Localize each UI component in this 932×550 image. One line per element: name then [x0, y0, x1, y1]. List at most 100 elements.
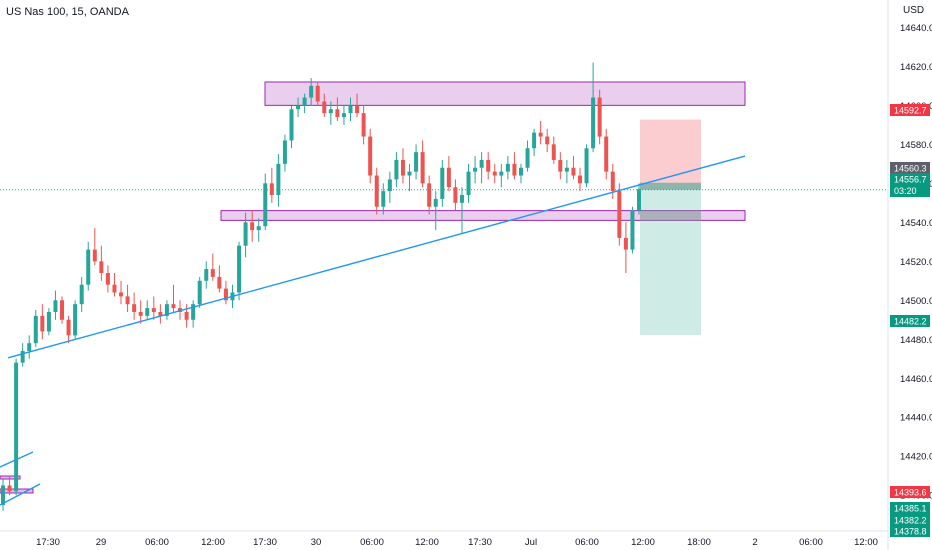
candle-body — [322, 101, 327, 114]
price-axis[interactable]: 14400.014420.014440.014460.014480.014500… — [887, 0, 932, 550]
candle-body — [387, 179, 392, 192]
candle-body — [361, 113, 366, 137]
candle-body — [243, 222, 248, 246]
price-label-box — [890, 104, 930, 116]
price-label-text: 14393.6 — [894, 488, 927, 498]
candle-body — [33, 315, 38, 344]
x-tick-label: 2 — [752, 537, 757, 548]
x-tick-label: 12:00 — [201, 537, 225, 548]
candle-body — [99, 261, 104, 273]
candle-body — [86, 249, 91, 285]
candle-body — [341, 113, 346, 118]
interval: 15 — [71, 6, 84, 18]
candle-body — [132, 304, 137, 312]
candle-body — [184, 311, 189, 320]
candle-body — [532, 132, 537, 149]
candle-body — [499, 171, 504, 176]
candle-body — [486, 159, 491, 172]
candle-body — [112, 284, 117, 293]
y-tick-label: 14620.0 — [900, 62, 932, 73]
price-label-box — [890, 486, 930, 498]
price-label-box — [890, 173, 930, 197]
candle-body — [250, 222, 255, 231]
candle-body — [394, 159, 399, 180]
candle-body — [60, 300, 65, 320]
price-label-text: 14482.2 — [894, 317, 927, 327]
candle-body — [453, 187, 458, 203]
candle-body — [138, 311, 143, 316]
countdown-text: 03:20 — [894, 186, 917, 196]
x-tick-label: 06:00 — [799, 537, 823, 548]
entry-band — [640, 182, 701, 190]
x-tick-label: 17:30 — [468, 537, 492, 548]
x-tick-label: 29 — [96, 537, 107, 548]
currency-label: USD — [903, 5, 925, 16]
x-tick-label: 12:00 — [631, 537, 655, 548]
trendline-short — [0, 451, 34, 468]
candle-body — [591, 97, 596, 149]
candle-body — [14, 362, 19, 492]
zones[interactable] — [0, 81, 746, 494]
candle-body — [125, 296, 130, 305]
candle-body — [20, 350, 25, 363]
y-tick-label: 14440.0 — [900, 413, 932, 424]
candle-body — [66, 319, 71, 336]
y-tick-label: 14540.0 — [900, 218, 932, 229]
candle-body — [512, 163, 517, 176]
price-label-box — [890, 525, 930, 537]
price-label-text: 14592.7 — [894, 106, 927, 116]
candle-body — [492, 171, 497, 176]
trendlines[interactable] — [0, 155, 746, 506]
candle-body — [210, 269, 215, 277]
candle-body — [282, 140, 287, 164]
price-label-box — [890, 514, 930, 526]
x-tick-label: 17:30 — [253, 537, 277, 548]
x-tick-label: 06:00 — [360, 537, 384, 548]
y-tick-label: 14640.0 — [900, 23, 932, 34]
candle-body — [309, 85, 314, 98]
y-tick-label: 14520.0 — [900, 257, 932, 268]
price-label-text: 14560.3 — [894, 164, 927, 174]
candle-body — [368, 136, 373, 176]
candle-body — [558, 159, 563, 172]
price-label-box — [890, 162, 930, 174]
candle-body — [204, 269, 209, 281]
time-axis[interactable]: 17:30 29 06:00 12:00 17:30 30 06:00 12:00 17:30 J… — [0, 530, 888, 548]
price-label-box — [890, 502, 930, 514]
candle-body — [164, 304, 169, 316]
trendline-main — [7, 155, 746, 359]
trendline-short — [0, 483, 41, 506]
y-tick-label: 14500.0 — [900, 296, 932, 307]
overlap-band — [640, 210, 701, 221]
y-tick-label: 14460.0 — [900, 374, 932, 385]
price-label-text: 14556.7 — [894, 175, 927, 185]
candle-body — [7, 485, 12, 492]
x-tick-label: 12:00 — [854, 537, 878, 548]
candle-body — [302, 97, 307, 106]
price-label-text: 14382.2 — [894, 516, 927, 526]
candle-body — [459, 195, 464, 203]
price-label-text: 14385.1 — [894, 504, 927, 514]
chart-title: US Nas 100, 15, OANDA — [6, 6, 129, 18]
candles — [1, 62, 641, 511]
candle-body — [335, 109, 340, 118]
candle-body — [27, 343, 32, 351]
candle-body — [538, 132, 543, 137]
candle-body — [525, 148, 530, 168]
candle-body — [158, 311, 163, 316]
candle-body — [597, 97, 602, 137]
candle-body — [564, 167, 569, 172]
short-position[interactable] — [640, 119, 701, 335]
candle-body — [577, 175, 582, 184]
data-source: OANDA — [89, 6, 129, 18]
candle-body — [217, 276, 222, 289]
candle-body — [46, 311, 51, 332]
candle-body — [276, 163, 281, 196]
candle-body — [223, 288, 228, 301]
x-tick-label: 06:00 — [145, 537, 169, 548]
stop-loss-area — [640, 119, 701, 190]
candle-body — [604, 136, 609, 172]
candle-body — [433, 198, 438, 207]
